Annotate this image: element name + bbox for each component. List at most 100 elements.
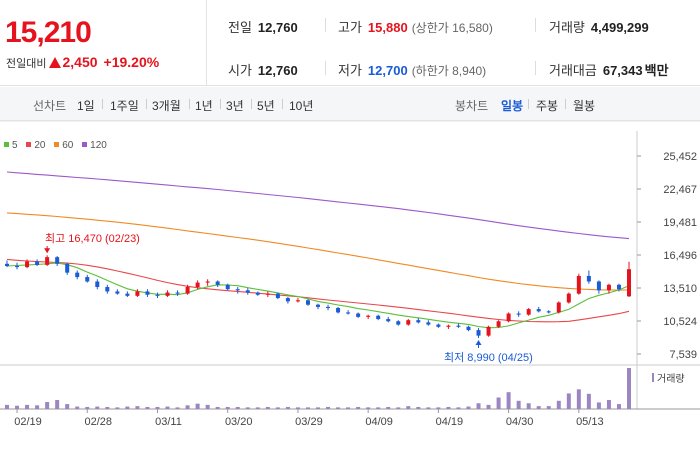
divider xyxy=(220,99,221,109)
daily-candle-button[interactable]: 일봉 xyxy=(501,99,524,113)
candle-body xyxy=(105,287,110,292)
volume-bar xyxy=(376,407,381,409)
period-3y-button[interactable]: 3년 xyxy=(226,99,244,113)
candle-body xyxy=(356,313,361,317)
ma60-swatch xyxy=(54,142,60,147)
candle-body xyxy=(225,284,230,290)
candle-body xyxy=(556,302,561,313)
divider xyxy=(146,99,147,109)
candle-body xyxy=(165,292,170,296)
period-1w-button[interactable]: 1주일 xyxy=(110,99,139,113)
ma20-line xyxy=(6,258,630,323)
candle-body xyxy=(436,324,441,327)
candle-body xyxy=(35,261,40,265)
period-1d-button[interactable]: 1일 xyxy=(77,99,95,113)
y-tick-label: 16,496 xyxy=(663,250,697,262)
volume-bar xyxy=(45,402,50,409)
y-tick-label: 19,481 xyxy=(663,217,697,229)
volume-bar xyxy=(436,407,441,409)
legend-item-ma20: 20 xyxy=(26,140,45,151)
low-label: 저가 xyxy=(338,63,362,78)
volume-bar xyxy=(55,399,60,409)
volume-bar xyxy=(125,406,130,409)
volume-bar xyxy=(516,400,521,409)
candle-body xyxy=(125,293,130,296)
volume-bar xyxy=(316,407,320,409)
candle-body xyxy=(506,313,511,322)
price-stats: 전일 12,760 고가 15,880 (상한가 16,580) 거래량 4,499,2… xyxy=(208,0,700,86)
candle-body xyxy=(295,300,300,302)
candle-body xyxy=(55,257,60,264)
divider xyxy=(535,18,536,32)
candle-body xyxy=(85,277,90,282)
candle-body xyxy=(65,263,70,273)
volume-bar xyxy=(536,406,541,409)
volume-bar xyxy=(115,407,120,409)
volume-bar xyxy=(526,403,531,409)
volume-bar xyxy=(616,404,621,409)
volume-bar xyxy=(496,397,501,409)
candle-body xyxy=(576,275,581,294)
candle-body xyxy=(376,315,381,320)
price-summary: 15,210 전일대비 2,450 +19.20% 전일 12,760 고가 15,88… xyxy=(0,0,700,86)
candle-body xyxy=(486,326,491,336)
volume-bar xyxy=(185,405,190,409)
weekly-candle-button[interactable]: 주봉 xyxy=(536,99,559,113)
period-1y-button[interactable]: 1년 xyxy=(195,99,213,113)
candle-body xyxy=(546,311,551,313)
volume-bar xyxy=(336,407,341,409)
volume-bar xyxy=(25,404,30,409)
divider xyxy=(528,99,529,109)
period-10y-button[interactable]: 10년 xyxy=(289,99,314,113)
candle-body xyxy=(275,293,280,299)
divider xyxy=(102,99,103,109)
volume-value: 4,499,299 xyxy=(590,20,649,35)
amount-unit: 백만 xyxy=(644,63,669,78)
volume-bar xyxy=(165,406,170,409)
period-5y-button[interactable]: 5년 xyxy=(257,99,275,113)
x-tick-label: 03/11 xyxy=(155,416,182,428)
volume-bar xyxy=(215,406,220,409)
legend-ma20-label: 20 xyxy=(34,140,46,151)
volume-bar xyxy=(35,405,40,409)
divider xyxy=(282,99,283,109)
low-stat: 저가 12,700 (하한가 8,940) xyxy=(338,60,486,79)
y-tick-label: 10,524 xyxy=(663,316,697,328)
candle-body xyxy=(426,322,431,325)
period-3m-button[interactable]: 3개월 xyxy=(152,99,181,113)
legend-item-ma60: 60 xyxy=(54,140,73,151)
candle-chart-label: 봉차트 xyxy=(455,99,489,113)
divider xyxy=(325,18,326,32)
candle-body xyxy=(205,281,210,283)
candle-body xyxy=(476,330,481,336)
candle-body xyxy=(586,275,591,282)
divider xyxy=(535,61,536,75)
price-chart: 25,452 22,467 19,481 16,496 13,510 10,524 7,53… xyxy=(0,121,700,428)
volume-bar xyxy=(396,407,401,409)
candle-body xyxy=(346,312,351,314)
candle-body xyxy=(326,306,331,309)
volume-bar xyxy=(546,406,551,409)
candle-body xyxy=(316,304,320,307)
volume-bar xyxy=(366,407,371,409)
volume-bar xyxy=(346,407,351,409)
candle-body xyxy=(596,281,601,291)
candle-body xyxy=(115,291,120,294)
amount-value: 67,343 xyxy=(602,63,643,78)
volume-legend-label: 거래량 xyxy=(657,373,685,385)
high-label: 고가 xyxy=(338,20,362,35)
x-tick-label: 04/09 xyxy=(365,416,393,428)
current-price-box: 15,210 전일대비 2,450 +19.20% xyxy=(0,0,207,86)
y-tick-label: 22,467 xyxy=(663,184,697,196)
volume-bar xyxy=(406,406,411,409)
volume-bar xyxy=(446,406,451,409)
volume-bar xyxy=(65,404,70,409)
volume-bar xyxy=(105,406,110,409)
monthly-candle-button[interactable]: 월봉 xyxy=(573,99,596,113)
volume-bar xyxy=(627,368,631,409)
x-tick-label: 02/28 xyxy=(84,416,112,428)
volume-bar xyxy=(295,407,300,409)
volume-bar xyxy=(195,403,200,409)
candle-body xyxy=(245,290,250,293)
y-tick-label: 25,452 xyxy=(663,151,697,163)
